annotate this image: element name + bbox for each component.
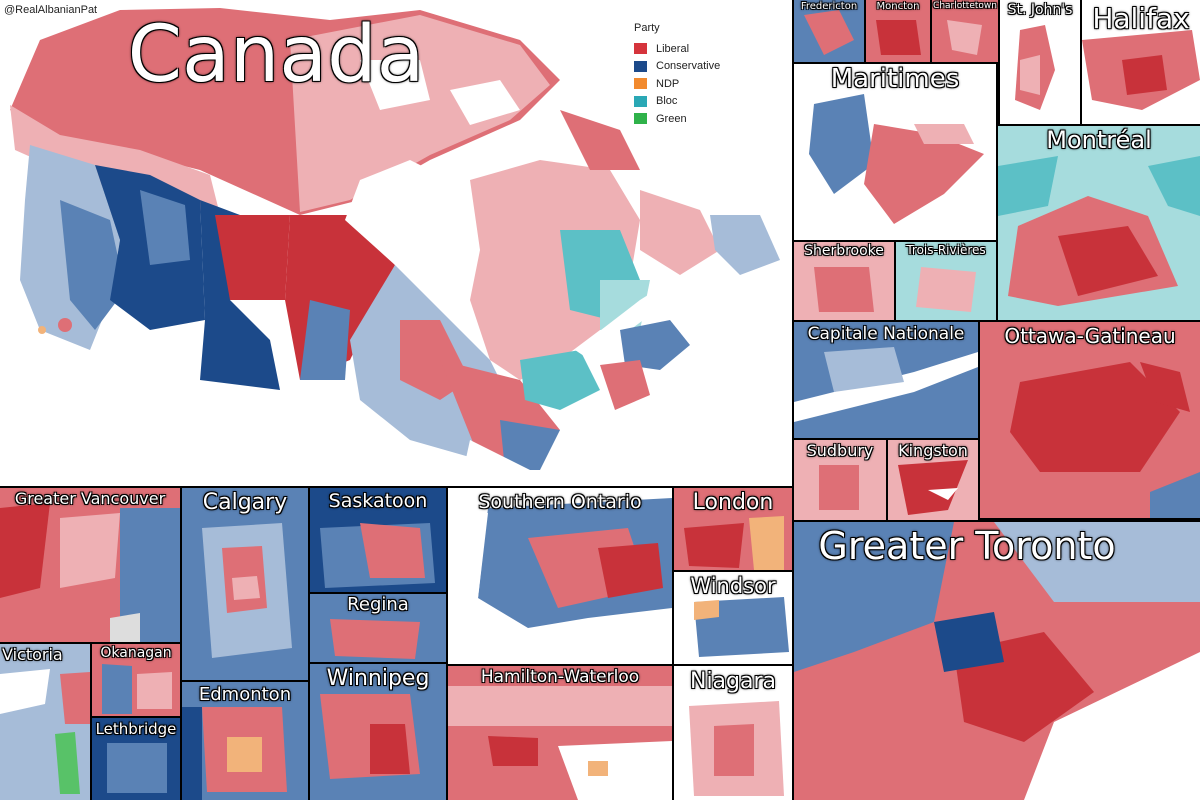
panel-canada: @RealAlbanianPat Canada Party Liberal Co… [0,0,794,488]
moncton-title: Moncton [876,1,920,12]
legend-label-bloc: Bloc [656,95,678,108]
regina-title: Regina [347,594,409,615]
sherbrooke-title: Sherbrooke [804,243,884,259]
swatch-ndp [634,78,647,90]
halifax-title: Halifax [1092,2,1190,35]
london-title: London [692,490,774,515]
saskatoon-title: Saskatoon [328,490,428,512]
swatch-conservative [634,60,647,72]
montreal-title: Montréal [1046,126,1152,154]
sudbury-title: Sudbury [806,441,874,460]
panel-sudbury: Sudbury [792,438,888,522]
vancouver-title: Greater Vancouver [14,489,166,508]
panel-windsor: Windsor [672,570,794,666]
winnipeg-title: Winnipeg [326,666,430,691]
toronto-title: Greater Toronto [818,524,1116,568]
panel-okanagan: Okanagan [90,642,182,718]
legend-title: Party [634,22,660,34]
kingston-title: Kingston [898,441,968,460]
panel-sherbrooke: Sherbrooke [792,240,896,322]
legend-item-green: Green [634,110,720,128]
panel-london: London [672,486,794,572]
legend-item-liberal: Liberal [634,40,720,58]
panel-niagara: Niagara [672,664,794,800]
panel-halifax: Halifax [1080,0,1200,126]
panel-moncton: Moncton [864,0,932,64]
panel-montreal: Montréal [996,124,1200,322]
credit-handle: @RealAlbanianPat [4,4,98,16]
panel-regina: Regina [308,592,448,664]
edmonton-title: Edmonton [198,684,292,705]
panel-capitale: Capitale Nationale [792,320,980,440]
panel-saskatoon: Saskatoon [308,486,448,594]
legend-label-liberal: Liberal [656,42,690,55]
fredericton-title: Fredericton [800,1,858,12]
victoria-title: Victoria [2,645,63,664]
panel-lethbridge: Lethbridge [90,716,182,800]
hamilton-title: Hamilton-Waterloo [480,667,640,687]
calgary-title: Calgary [202,490,288,515]
panel-maritimes: Maritimes [792,62,998,242]
charlottetown-title: Charlottetown [933,1,997,11]
panel-vancouver: Greater Vancouver [0,486,182,644]
panel-fredericton: Fredericton [792,0,866,64]
panel-troisrivieres: Trois-Rivières [894,240,998,322]
capitale-title: Capitale Nationale [807,324,965,344]
panel-edmonton: Edmonton [180,680,310,800]
panel-ottawa: Ottawa-Gatineau [978,320,1200,520]
legend-label-conservative: Conservative [656,60,721,73]
swatch-green [634,113,647,125]
legend-label-ndp: NDP [656,77,680,90]
panel-kingston: Kingston [886,438,980,522]
panel-charlottetown: Charlottetown [930,0,1000,64]
panel-victoria: Victoria [0,642,92,800]
panel-hamilton: Hamilton-Waterloo [446,664,674,800]
swatch-bloc [634,95,647,107]
troisrivieres-title: Trois-Rivières [906,243,986,257]
panel-stjohns: St. John's [998,0,1082,126]
legend-label-green: Green [656,112,687,125]
stjohns-title: St. John's [1007,2,1073,18]
canada-title: Canada [127,10,425,100]
legend-item-ndp: NDP [634,75,720,93]
panel-calgary: Calgary [180,486,310,682]
legend-item-bloc: Bloc [634,93,720,111]
panel-toronto: Greater Toronto [792,520,1200,800]
niagara-title: Niagara [689,669,777,694]
windsor-title: Windsor [690,574,776,598]
maritimes-title: Maritimes [830,64,960,94]
panel-sontario: Southern Ontario [446,486,674,666]
canada-map [0,0,792,486]
okanagan-title: Okanagan [100,645,172,661]
legend: Party Liberal Conservative NDP Bloc Gree… [634,22,720,128]
lethbridge-title: Lethbridge [95,720,177,738]
ottawa-title: Ottawa-Gatineau [1004,324,1176,348]
swatch-liberal [634,43,647,55]
legend-item-conservative: Conservative [634,58,720,76]
panel-winnipeg: Winnipeg [308,662,448,800]
sontario-title: Southern Ontario [478,491,642,513]
